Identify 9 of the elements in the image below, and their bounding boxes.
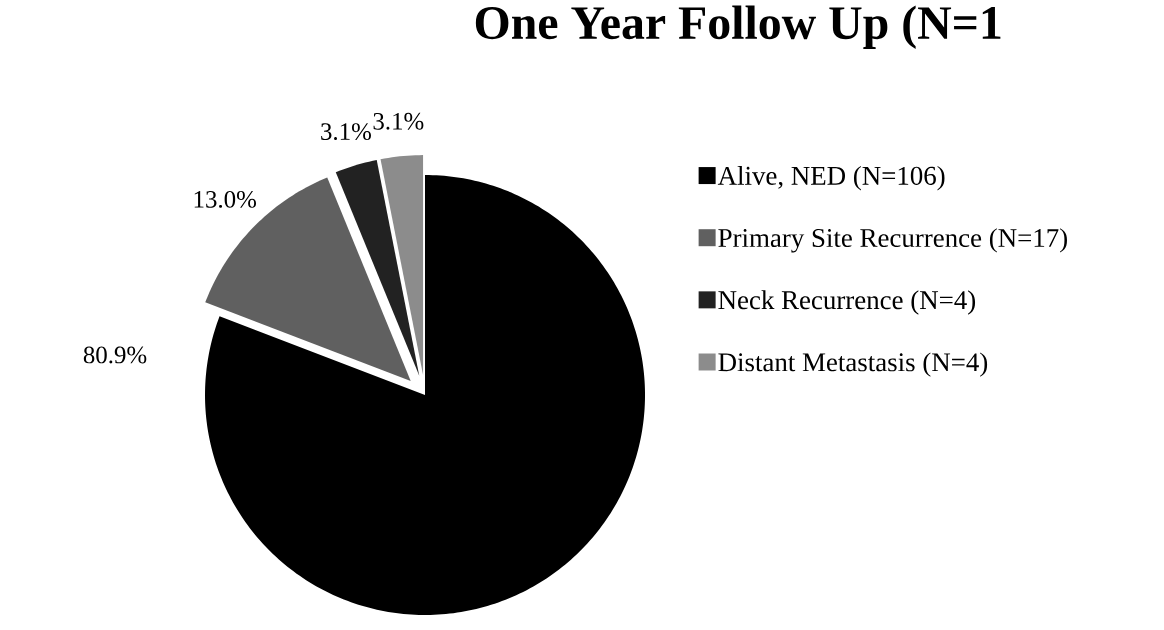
chart-title: One Year Follow Up (N=1 — [475, 5, 1001, 49]
data-label: 13.0% — [194, 190, 257, 208]
data-label: 3.1% — [321, 123, 371, 141]
data-label: 80.9% — [83, 346, 147, 364]
legend-label: Neck Recurrence (N=4) — [718, 290, 976, 315]
data-label: 3.1% — [373, 112, 424, 130]
legend-label: Primary Site Recurrence (N=17) — [718, 228, 1067, 253]
legend-label: Distant Metastasis (N=4) — [718, 352, 988, 377]
legend-label: Alive, NED (N=106) — [717, 165, 945, 191]
